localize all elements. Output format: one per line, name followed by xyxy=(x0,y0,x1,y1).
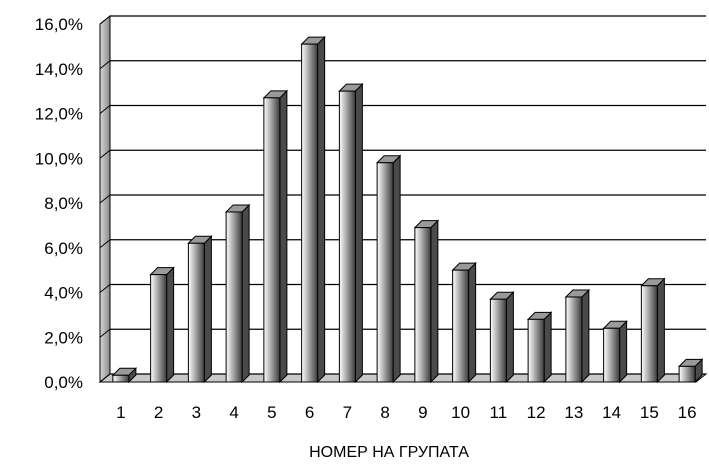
x-tick-label: 3 xyxy=(192,403,201,422)
gridline-wall xyxy=(99,60,111,70)
y-tick-label: 0,0% xyxy=(44,373,83,392)
x-tick-label: 2 xyxy=(154,403,163,422)
x-tick-label: 8 xyxy=(380,403,389,422)
x-tick-label: 12 xyxy=(527,403,546,422)
bar-side xyxy=(166,266,175,384)
bar-front xyxy=(565,296,583,383)
bar-side xyxy=(505,291,514,384)
bar-side xyxy=(656,277,665,384)
x-tick-label: 15 xyxy=(640,403,659,422)
gridline-wall xyxy=(99,15,111,25)
gridline-wall xyxy=(99,373,111,383)
bar xyxy=(338,82,364,384)
bar-side xyxy=(468,261,477,384)
x-tick-label: 7 xyxy=(343,403,352,422)
y-tick-label: 16,0% xyxy=(35,15,83,34)
bar xyxy=(300,35,326,384)
bar xyxy=(149,266,175,384)
bar xyxy=(526,311,553,384)
x-tick-label: 11 xyxy=(490,403,508,422)
y-tick-label: 8,0% xyxy=(44,194,83,213)
bar-front xyxy=(112,374,130,383)
x-tick-label: 10 xyxy=(451,403,470,422)
x-axis-title: НОМЕР НА ГРУПАТА xyxy=(309,444,469,461)
bar-side xyxy=(543,311,552,384)
x-tick-label: 14 xyxy=(602,403,621,422)
bar-front xyxy=(452,269,470,383)
bar-side xyxy=(619,320,628,384)
bar-front xyxy=(338,90,356,383)
bar xyxy=(602,320,628,384)
x-tick-label: 5 xyxy=(267,403,276,422)
bar-side xyxy=(581,288,590,384)
x-tick-label: 4 xyxy=(229,403,238,422)
bar-front xyxy=(414,227,432,383)
gridline-wall xyxy=(99,149,111,159)
bar-front xyxy=(187,242,205,383)
y-tick-label: 12,0% xyxy=(35,105,83,124)
gridline-wall xyxy=(99,239,111,249)
x-tick-label: 1 xyxy=(116,403,125,422)
y-tick-label: 2,0% xyxy=(44,328,83,347)
x-axis-tick-labels: 1 2 3 4 5 6 7 8 9 10 11 12 13 14 15 16 xyxy=(116,403,696,422)
bar-front xyxy=(640,285,658,383)
bar xyxy=(187,235,213,384)
y-tick-label: 14,0% xyxy=(35,60,83,79)
bar-front xyxy=(301,43,319,383)
bars xyxy=(111,35,704,384)
y-tick-label: 4,0% xyxy=(44,284,83,303)
bar xyxy=(489,291,515,384)
y-tick-label: 10,0% xyxy=(35,149,83,168)
bar-side xyxy=(430,219,439,384)
gridline-wall xyxy=(99,194,111,204)
bar xyxy=(640,277,666,384)
bar xyxy=(262,89,289,384)
bar-front xyxy=(263,97,281,383)
bar xyxy=(375,154,402,384)
x-tick-label: 9 xyxy=(418,403,427,422)
bar-front xyxy=(150,274,168,383)
bar-side xyxy=(392,154,401,384)
bar-side xyxy=(354,82,363,384)
bar xyxy=(413,219,440,384)
bar xyxy=(564,288,591,384)
bar xyxy=(224,203,251,384)
bar-side xyxy=(203,235,212,384)
bar xyxy=(677,358,704,384)
bar-side xyxy=(241,203,250,384)
bar-side xyxy=(279,89,288,384)
gridline-wall xyxy=(99,328,111,338)
y-axis-tick-labels: 0,0% 2,0% 4,0% 6,0% 8,0% 10,0% 12,0% 14,0% 16,0% xyxy=(35,15,83,392)
bar-front xyxy=(603,327,621,383)
gridline-wall xyxy=(99,105,111,114)
bar-side xyxy=(317,35,326,384)
y-tick-label: 6,0% xyxy=(44,239,83,258)
bar-front xyxy=(527,318,545,383)
bar xyxy=(451,261,477,384)
x-tick-label: 6 xyxy=(305,403,314,422)
bar xyxy=(111,367,138,384)
bar-front xyxy=(489,298,507,383)
x-tick-label: 13 xyxy=(564,403,583,422)
bar-front xyxy=(678,365,696,383)
bar-front xyxy=(376,162,394,383)
gridline-wall xyxy=(99,284,111,293)
x-tick-label: 16 xyxy=(678,403,697,422)
bar-front xyxy=(225,211,243,383)
